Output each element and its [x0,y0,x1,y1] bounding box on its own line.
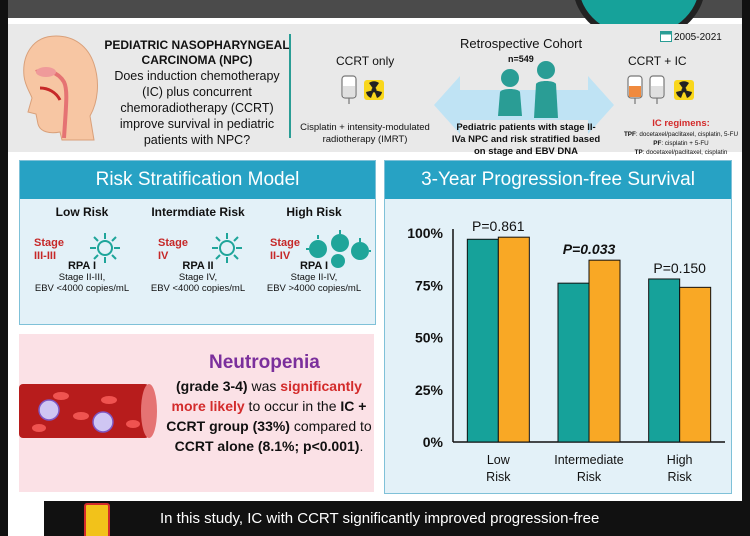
x-tick-label: Risk [577,470,602,484]
x-tick-label: Low [487,453,511,467]
iv-bags-radiation-icon [627,75,694,104]
x-tick-label: High [667,453,693,467]
risk-name: Low Risk [55,205,109,219]
high-risk-rpa: RPA I Stage II-IV, EBV >4000 copies/mL [266,260,362,295]
ic-regimens-title: IC regimens: [652,118,710,129]
pfs-chart-panel: 3-Year Progression-free Survival 0% 25% 50… [384,160,732,494]
ccrt-only-label: CCRT only [336,54,395,68]
bar-ic-ccrt [679,286,712,443]
high-risk-stage: Stage II-IV [270,237,300,262]
y-tick-label: 50% [415,330,444,346]
risk-name: Intermdiate Risk [151,205,245,219]
ccrt-only-description: Cisplatin + intensity-modulated radiothe… [300,122,430,145]
bar-ic-ccrt [588,259,621,443]
virus-icon [212,233,242,263]
cohort-size: n=549 [508,54,534,64]
header-panel: PEDIATRIC NASOPHARYNGEAL CARCINOMA (NPC)… [8,24,742,157]
pfs-title: 3-Year Progression-free Survival [385,161,731,199]
risk-name: High Risk [286,205,342,219]
low-risk-column: Low Risk [22,205,142,219]
head-anatomy-icon [23,35,98,141]
divider [289,34,291,138]
bar-ccrt [466,238,499,443]
intermediate-risk-column: Intermdiate Risk [138,205,258,219]
ic-regimens: IC regimens: TPF: docetaxel/paclitaxel, … [622,118,740,157]
blood-vessel-icon [19,384,157,438]
question-text: Does induction chemotherapy (IC) plus co… [114,69,280,147]
p-value-label: P=0.150 [653,260,706,276]
cohort-description: Pediatric patients with stage II-IVa NPC… [451,122,601,157]
y-tick-label: 75% [415,277,444,293]
y-tick-label: 25% [415,382,444,398]
iv-bag-radiation-icon [341,75,384,104]
neutropenia-panel: Neutropenia (grade 3-4) was significantl… [19,334,374,492]
pfs-bar-chart: 0% 25% 50% 75% 100% P=0.861 Low Risk P=0.033 Inte… [407,218,725,484]
study-title: PEDIATRIC NASOPHARYNGEAL CARCINOMA (NPC) [104,38,290,67]
cohort-title: Retrospective Cohort [460,36,583,51]
children-icon [498,61,558,118]
virus-cluster-icon [306,230,371,268]
regimen-pf: PF: cisplatin + 5-FU [653,140,709,147]
risk-panel-title: Risk Stratification Model [20,161,375,199]
calendar-icon [660,31,672,42]
regimen-tp: TP: docetaxel/paclitaxel, cisplatin [634,149,728,156]
virus-icon [90,233,120,263]
intermediate-risk-rpa: RPA II Stage IV, EBV <4000 copies/mL [150,260,246,295]
y-tick-label: 100% [407,225,443,241]
neutropenia-title: Neutropenia [209,352,320,373]
bar-ic-ccrt [497,236,530,443]
y-tick-label: 0% [423,434,444,450]
alert-icon [84,503,110,536]
low-risk-rpa: RPA I Stage II-III, EBV <4000 copies/mL [34,260,130,295]
risk-stratification-panel: Risk Stratification Model Low Risk Stage… [19,160,376,325]
bar-ccrt [557,282,590,443]
regimen-tpf: TPF: docetaxel/paclitaxel, cisplatin, 5-… [623,131,739,138]
neutropenia-text: (grade 3-4) was significantly more likel… [166,378,372,454]
intermediate-risk-stage: Stage IV [158,237,188,262]
low-risk-stage: Stage III-III [34,237,64,262]
high-risk-column: High Risk [254,205,374,219]
study-question: PEDIATRIC NASOPHARYNGEAL CARCINOMA (NPC)… [104,38,290,148]
date-range: 2005-2021 [674,32,722,43]
top-bar [8,0,742,18]
p-value-label: P=0.861 [472,218,525,234]
infographic: PEDIATRIC NASOPHARYNGEAL CARCINOMA (NPC)… [8,0,742,536]
x-tick-label: Intermediate [554,453,624,467]
conclusion-text: In this study, IC with CCRT significantl… [160,510,600,527]
p-value-label: P=0.033 [563,241,616,257]
conclusion-bar [44,501,742,536]
ccrt-ic-label: CCRT + IC [628,54,687,68]
x-tick-label: Risk [486,470,511,484]
bar-ccrt [648,278,681,443]
double-arrow-icon [434,76,614,134]
x-tick-label: Risk [668,470,693,484]
